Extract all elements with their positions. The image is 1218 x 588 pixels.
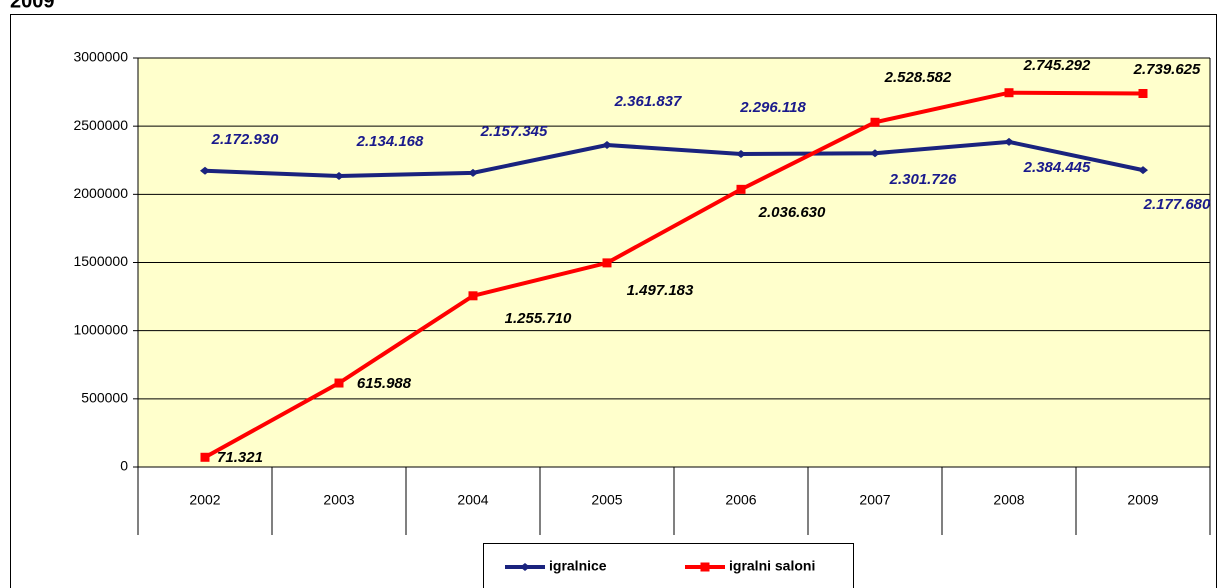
x-tick-label: 2008	[993, 492, 1024, 508]
y-tick-label: 1000000	[73, 321, 128, 337]
value-label: 2.036.630	[758, 204, 826, 221]
marker	[468, 168, 478, 177]
value-label: 71.321	[217, 449, 263, 466]
x-tick-label: 2006	[725, 492, 756, 508]
value-label: 2.528.582	[884, 69, 952, 86]
marker	[736, 149, 746, 158]
legend-label: igralni saloni	[729, 558, 815, 574]
y-tick-label: 1500000	[73, 253, 128, 269]
legend-marker	[700, 562, 710, 572]
x-tick-label: 2002	[189, 492, 220, 508]
value-label: 2.172.930	[211, 131, 279, 148]
marker	[602, 141, 612, 150]
legend-label: igralnice	[549, 558, 607, 574]
y-tick-label: 500000	[81, 390, 128, 406]
value-label: 1.497.183	[627, 282, 694, 299]
value-label: 2.177.680	[1143, 196, 1211, 213]
marker	[1138, 166, 1148, 175]
y-tick-label: 2000000	[73, 185, 128, 201]
y-tick-label: 2500000	[73, 117, 128, 133]
value-label: 2.296.118	[739, 99, 806, 116]
marker	[870, 149, 880, 158]
marker	[200, 166, 210, 175]
marker	[468, 291, 478, 301]
series-line	[204, 90, 1144, 460]
marker	[870, 117, 880, 127]
value-label: 2.157.345	[480, 123, 548, 140]
value-label: 615.988	[357, 375, 412, 392]
value-label: 2.301.726	[889, 171, 957, 188]
legend-marker	[520, 563, 530, 571]
series-line	[204, 139, 1144, 179]
marker	[1004, 137, 1014, 146]
value-label: 2.361.837	[614, 93, 682, 110]
value-label: 2.739.625	[1133, 61, 1201, 78]
value-label: 2.745.292	[1023, 57, 1091, 74]
value-label: 1.255.710	[505, 310, 572, 327]
value-label: 2.134.168	[356, 133, 424, 150]
y-tick-label: 0	[120, 458, 128, 474]
y-tick-label: 3000000	[73, 49, 128, 65]
x-tick-label: 2009	[1127, 492, 1158, 508]
marker	[602, 258, 612, 268]
marker	[1138, 88, 1148, 98]
x-tick-label: 2004	[457, 492, 488, 508]
marker	[334, 378, 344, 388]
marker	[736, 184, 746, 194]
legend	[483, 543, 854, 588]
marker	[334, 172, 344, 181]
marker	[1004, 88, 1014, 98]
x-tick-label: 2007	[859, 492, 890, 508]
marker	[200, 452, 210, 462]
value-label: 2.384.445	[1023, 159, 1091, 176]
chart-title: 2009	[10, 0, 55, 12]
x-tick-label: 2003	[323, 492, 354, 508]
x-tick-label: 2005	[591, 492, 622, 508]
